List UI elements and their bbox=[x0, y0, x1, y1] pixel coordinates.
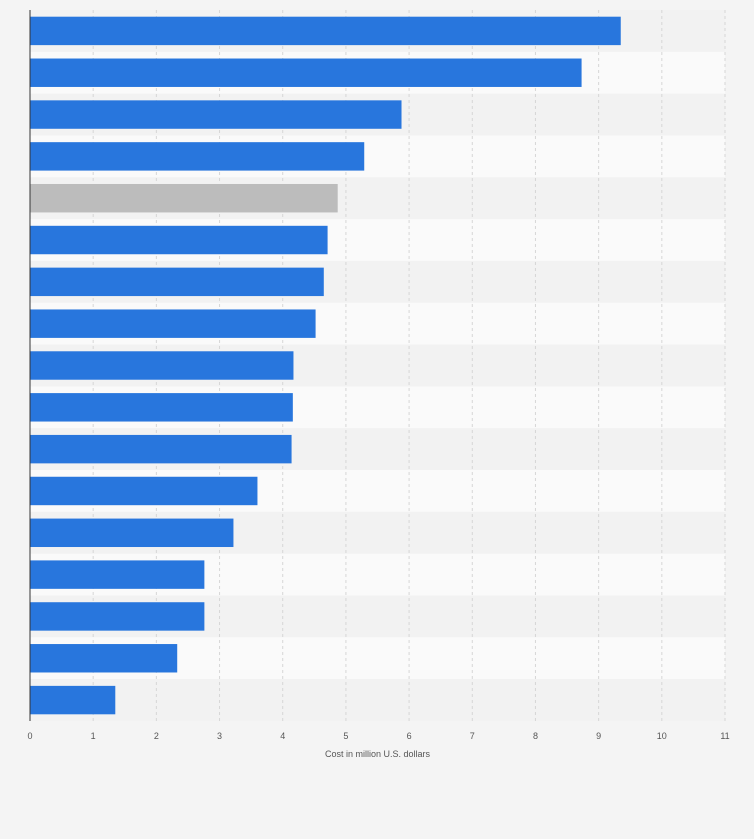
x-tick-label: 9 bbox=[596, 731, 601, 741]
bar bbox=[30, 476, 258, 506]
x-tick-label: 3 bbox=[217, 731, 222, 741]
x-tick-label: 11 bbox=[720, 731, 729, 741]
bar bbox=[30, 142, 365, 171]
row-band bbox=[30, 679, 725, 721]
bar bbox=[30, 225, 328, 255]
x-tick-label: 10 bbox=[657, 731, 667, 741]
bar bbox=[30, 518, 234, 548]
bar bbox=[30, 434, 292, 464]
bar bbox=[30, 267, 324, 297]
x-tick-label: 4 bbox=[280, 731, 285, 741]
x-tick-label: 6 bbox=[407, 731, 412, 741]
x-tick-label: 2 bbox=[154, 731, 159, 741]
x-tick-label: 0 bbox=[27, 731, 32, 741]
bars bbox=[30, 16, 621, 715]
x-tick-label: 1 bbox=[91, 731, 96, 741]
bar bbox=[30, 58, 582, 87]
x-tick-label: 7 bbox=[470, 731, 475, 741]
bar bbox=[30, 644, 178, 673]
x-axis-ticks: 0 1 2 3 4 5 6 7 8 9 10 11 bbox=[27, 731, 729, 741]
bar bbox=[30, 393, 293, 422]
bar bbox=[30, 602, 205, 631]
bar bbox=[30, 183, 338, 213]
x-axis-title: Cost in million U.S. dollars bbox=[325, 749, 431, 759]
x-tick-label: 5 bbox=[343, 731, 348, 741]
bar bbox=[30, 685, 116, 715]
bar bbox=[30, 309, 316, 338]
bar bbox=[30, 560, 205, 589]
bar bbox=[30, 100, 402, 129]
x-tick-label: 8 bbox=[533, 731, 538, 741]
bar bbox=[30, 351, 294, 380]
bar bbox=[30, 16, 621, 46]
